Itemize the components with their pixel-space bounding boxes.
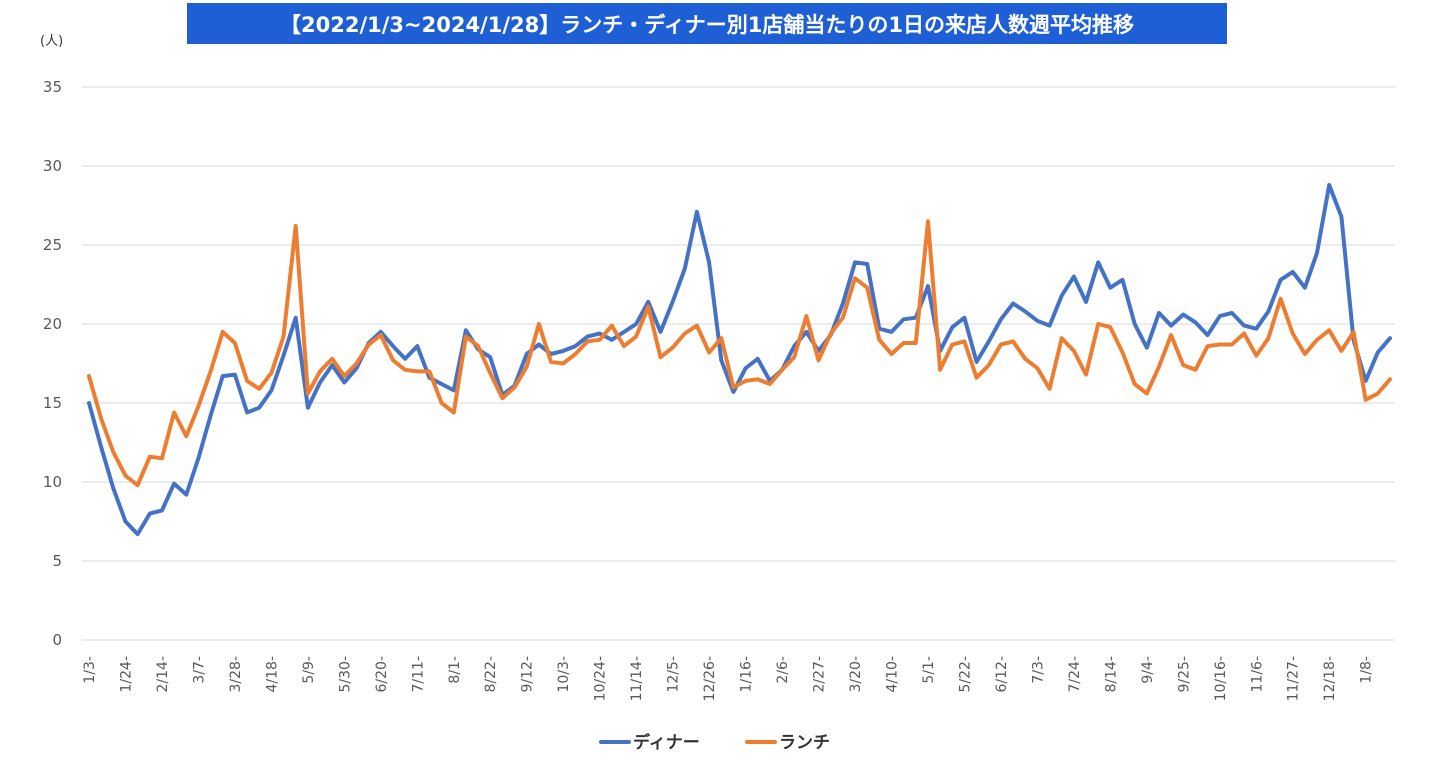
x-tick-label: 5/9- [301,656,317,684]
y-axis-unit: (人) [40,34,64,49]
y-tick-label: 10 [43,473,62,491]
x-tick-label: 5/30- [337,656,353,693]
x-tick-label: 5/22- [957,656,973,693]
x-tick-label: 9/4- [1140,656,1156,684]
gridlines [82,86,1395,641]
x-tick-label: 8/22- [483,656,499,693]
x-tick-label: 5/1- [921,656,937,684]
x-tick-label: 3/7- [191,656,207,684]
series-lines [87,183,1392,537]
x-tick-label: 11/27- [1286,656,1302,701]
x-tick-label: 10/16- [1213,656,1229,701]
x-tick-label: 2/27- [812,656,828,693]
x-tick-label: 8/1- [447,656,463,684]
x-tick-label: 2/14- [155,656,171,693]
x-tick-label: 6/12- [994,656,1010,693]
y-tick-label: 30 [43,157,62,175]
x-tick-label: 1/8- [1359,656,1375,684]
x-tick-label: 4/10- [884,656,900,693]
series-line-lunch [87,219,1392,488]
x-tick-label: 12/18- [1322,656,1338,701]
legend: ディナー ランチ [599,732,830,753]
x-tick-label: 3/20- [848,656,864,693]
x-tick-label: 6/20- [374,656,390,693]
x-tick-label: 11/6- [1249,656,1265,693]
x-tick-label: 10/24- [593,656,609,701]
chart-title: 【2022/1/3~2024/1/28】ランチ・ディナー別1店舗当たりの1日の来… [187,3,1227,44]
x-tick-label: 11/14- [629,656,645,701]
y-tick-label: 25 [43,236,62,254]
y-tick-label: 35 [43,78,62,96]
x-tick-label: 7/11- [410,656,426,693]
legend-label-dinner: ディナー [633,732,700,753]
x-tick-label: 1/16- [739,656,755,693]
x-tick-label: 7/24- [1067,656,1083,693]
y-axis-ticks: 0 5 10 15 20 25 30 35 [43,78,62,649]
y-tick-label: 15 [43,394,62,412]
x-tick-label: 9/25- [1176,656,1192,693]
y-tick-label: 20 [43,315,62,333]
x-tick-label: 2/6- [775,656,791,684]
legend-label-lunch: ランチ [779,733,830,753]
y-tick-label: 5 [52,552,62,570]
x-tick-label: 12/5- [666,656,682,693]
x-tick-label: 1/3- [82,656,98,684]
x-tick-label: 8/14- [1103,656,1119,693]
x-tick-label: 12/26- [702,656,718,701]
x-tick-label: 3/28- [228,656,244,693]
x-tick-label: 7/3- [1030,656,1046,684]
x-tick-label: 1/24- [118,656,134,693]
y-tick-label: 0 [52,631,62,649]
x-tick-label: 10/3- [556,656,572,693]
x-tick-label: 9/12- [520,656,536,693]
x-axis-ticks: 1/3- 1/24- 2/14- 3/7- 3/28- 4/18- 5/9- 5/30- 6/2… [82,656,1375,701]
x-tick-label: 4/18- [264,656,280,693]
